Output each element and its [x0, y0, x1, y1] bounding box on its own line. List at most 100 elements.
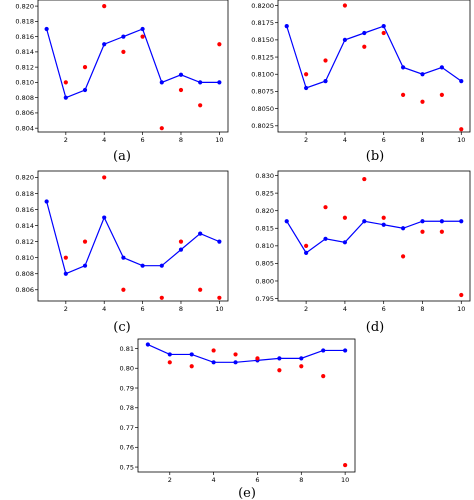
panel-caption: (c)	[113, 320, 130, 335]
y-tick-label: 0.800	[255, 277, 274, 285]
data-point-line-series	[178, 247, 184, 252]
data-point-line-series	[217, 239, 222, 244]
data-point-scatter-series	[255, 356, 260, 361]
x-tick-label: 8	[420, 136, 424, 144]
panel-caption: (e)	[238, 486, 256, 500]
y-tick-label: 0.8125	[251, 53, 274, 61]
data-point-scatter-series	[304, 243, 309, 248]
data-point-line-series	[178, 72, 184, 77]
x-tick-label: 8	[179, 136, 183, 144]
data-point-line-series	[102, 42, 107, 47]
data-point-line-series	[167, 352, 172, 357]
plot-frame	[37, 170, 229, 302]
y-tick-label: 0.804	[15, 124, 34, 132]
data-point-scatter-series	[178, 239, 184, 244]
chart-panel-3: 0.795 0.800 0.805 0.810 0.815 0.820 0.825 0.830…	[255, 170, 471, 335]
data-point-scatter-series	[198, 287, 203, 292]
y-tick-label: 0.79	[120, 384, 134, 392]
data-point-scatter-series	[277, 368, 282, 373]
plot-frame	[137, 338, 356, 473]
series-line	[46, 28, 220, 99]
data-point-line-series	[159, 263, 164, 268]
data-point-scatter-series	[362, 176, 367, 182]
data-point-line-series	[159, 80, 164, 85]
data-point-line-series	[343, 348, 348, 353]
data-point-scatter-series	[121, 287, 126, 292]
data-point-scatter-series	[342, 215, 348, 220]
data-point-line-series	[189, 352, 194, 357]
data-point-scatter-series	[362, 44, 367, 49]
y-tick-label: 0.795	[255, 295, 274, 303]
series-line	[46, 201, 220, 275]
y-tick-label: 0.825	[255, 189, 274, 197]
x-tick-label: 2	[304, 136, 308, 144]
x-tick-label: 4	[343, 305, 347, 313]
x-tick-label: 6	[141, 305, 145, 313]
panel-caption: (a)	[113, 149, 131, 164]
data-point-scatter-series	[323, 205, 328, 210]
y-tick-label: 0.806	[15, 109, 34, 117]
data-point-line-series	[299, 356, 304, 361]
panel-caption: (b)	[366, 149, 384, 164]
y-tick-label: 0.806	[15, 286, 34, 294]
y-tick-label: 0.818	[15, 18, 34, 26]
data-point-scatter-series	[342, 3, 348, 8]
data-point-scatter-series	[233, 352, 238, 357]
chart-panel-0: 0.804 0.806 0.808 0.810 0.812 0.814 0.816 0.818…	[15, 0, 229, 164]
data-point-line-series	[342, 240, 348, 245]
chart-panel-4: 0.75 0.76 0.77 0.78 0.79 0.80 0.81 2 4 6 8 10 (e)	[120, 338, 356, 500]
x-tick-label: 6	[382, 136, 386, 144]
data-point-scatter-series	[321, 374, 326, 379]
x-tick-label: 10	[457, 305, 465, 313]
data-point-scatter-series	[102, 175, 107, 180]
data-point-line-series	[459, 219, 464, 224]
y-tick-label: 0.820	[255, 207, 274, 215]
data-point-scatter-series	[400, 92, 406, 97]
data-point-scatter-series	[439, 229, 444, 234]
data-point-scatter-series	[211, 348, 216, 353]
x-tick-label: 4	[212, 476, 216, 484]
y-tick-label: 0.810	[15, 254, 34, 262]
data-point-scatter-series	[178, 87, 184, 93]
data-point-scatter-series	[167, 360, 172, 365]
data-point-line-series	[381, 24, 386, 29]
chart-panel-2: 0.806 0.808 0.810 0.812 0.814 0.816 0.818 0.820…	[15, 170, 229, 335]
y-tick-label: 0.818	[15, 190, 34, 198]
y-tick-label: 0.8050	[251, 105, 274, 113]
data-point-line-series	[44, 26, 49, 32]
data-point-line-series	[140, 26, 145, 32]
data-point-scatter-series	[63, 255, 68, 260]
x-tick-label: 8	[299, 476, 303, 484]
y-tick-label: 0.810	[255, 242, 274, 250]
data-point-line-series	[140, 263, 145, 268]
y-tick-label: 0.8175	[251, 19, 274, 27]
y-tick-label: 0.8100	[251, 71, 274, 79]
data-point-scatter-series	[159, 126, 164, 131]
x-tick-label: 10	[215, 136, 223, 144]
x-tick-label: 6	[141, 136, 145, 144]
data-point-line-series	[459, 79, 464, 84]
data-point-line-series	[342, 37, 348, 42]
data-point-scatter-series	[400, 254, 406, 259]
x-tick-label: 2	[64, 305, 68, 313]
panel-caption: (d)	[366, 320, 384, 335]
data-point-scatter-series	[140, 34, 145, 39]
data-point-scatter-series	[439, 92, 444, 97]
data-point-scatter-series	[304, 72, 309, 77]
x-tick-label: 10	[341, 476, 349, 484]
data-point-line-series	[198, 80, 203, 85]
data-point-line-series	[362, 30, 367, 36]
y-tick-label: 0.820	[15, 2, 34, 10]
plot-frame	[277, 170, 471, 302]
data-point-scatter-series	[82, 239, 88, 244]
data-point-line-series	[211, 360, 216, 365]
data-point-line-series	[381, 222, 386, 227]
y-tick-label: 0.8150	[251, 36, 274, 44]
data-point-scatter-series	[459, 127, 464, 132]
y-tick-label: 0.808	[15, 94, 34, 102]
data-point-scatter-series	[381, 30, 386, 36]
y-tick-label: 0.81	[120, 345, 134, 353]
data-point-scatter-series	[420, 229, 425, 234]
data-point-line-series	[82, 87, 88, 93]
